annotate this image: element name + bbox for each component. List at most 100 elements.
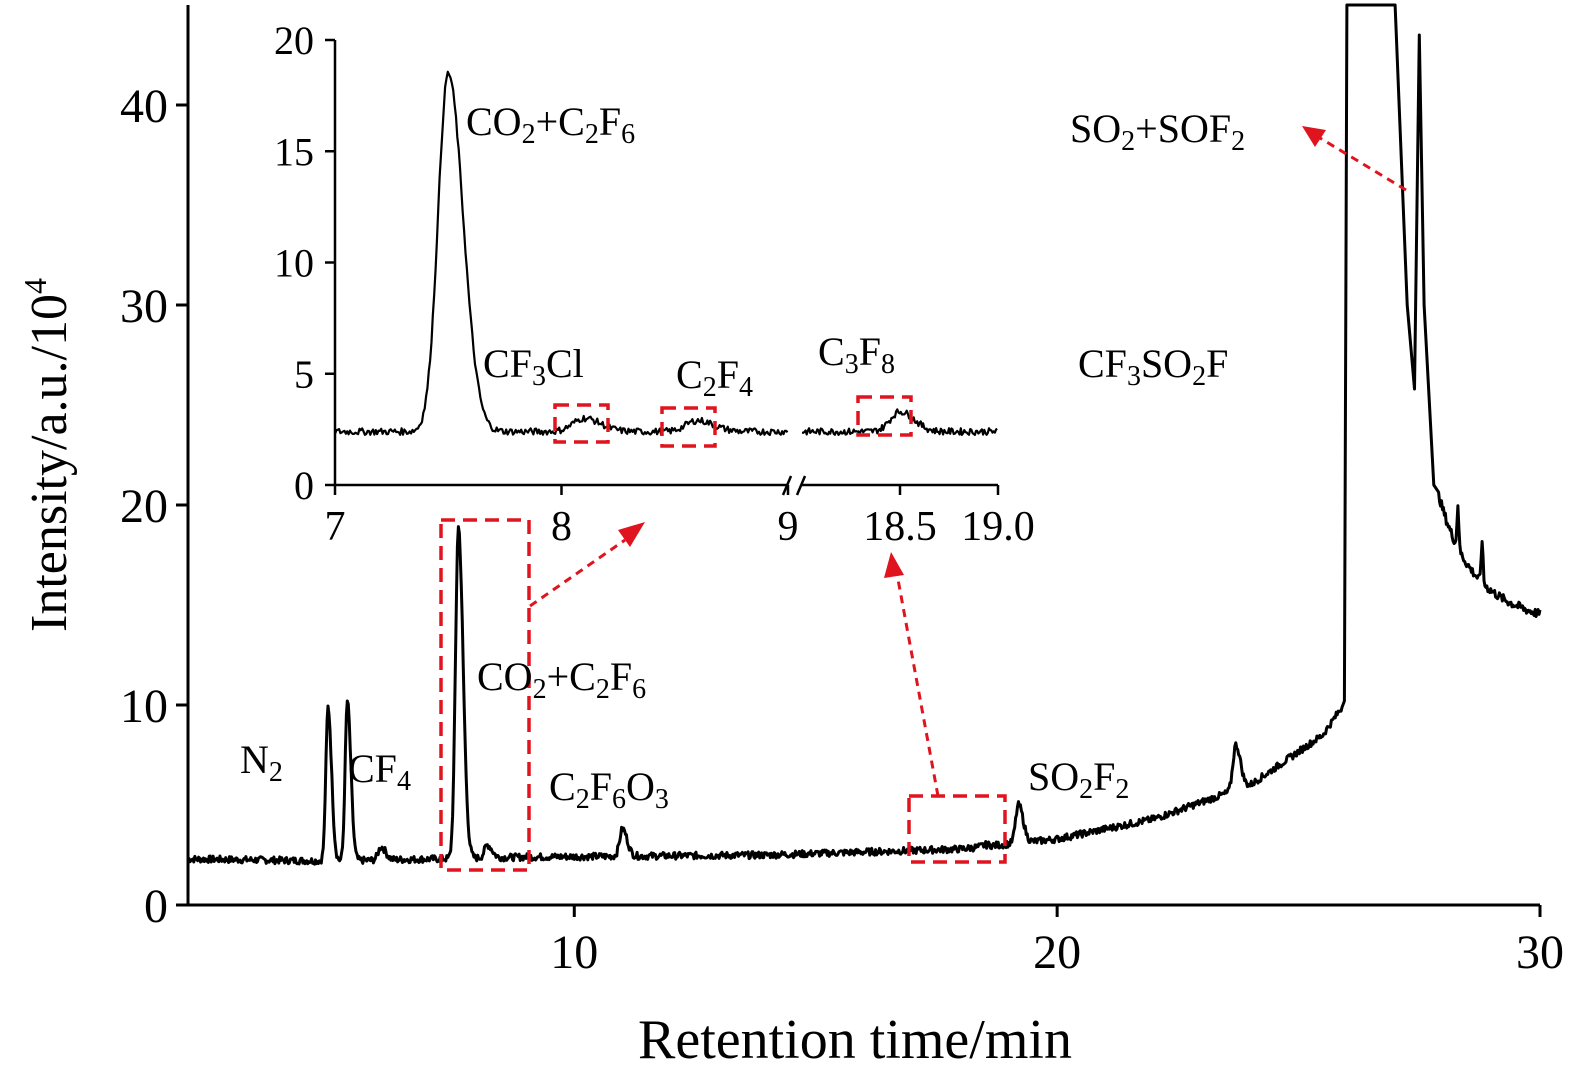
highlight-box-c3f8-region <box>907 794 1007 864</box>
label-n2: N2 <box>240 737 283 788</box>
label-co2-c2f6-p3: F <box>610 654 632 699</box>
arrow-head-inset-right <box>884 552 904 578</box>
inset-label-c3f8-s2: 8 <box>881 349 895 380</box>
main-peak-labels: N2 CF4 CO2+C2F6 C2F6O3 SO2F2 CF3SO2F SO2… <box>240 106 1245 815</box>
label-so2-sof2-p1: SO <box>1070 106 1121 151</box>
label-c2f6o3-p1: C <box>549 764 576 809</box>
inset-label-c2f4-s2: 4 <box>739 372 753 403</box>
inset-box-c2f4 <box>660 406 717 448</box>
inset-x-tick-label: 9 <box>778 504 799 550</box>
arrow-head-so2-label <box>1302 126 1326 147</box>
label-so2f2-s2: 2 <box>1115 774 1129 805</box>
x-axis-title: Retention time/min <box>638 1009 1072 1071</box>
label-co2-c2f6-s3: 6 <box>632 674 646 705</box>
inset-label-co2-c2f6-p1: CO <box>466 99 522 144</box>
y-axis-title-base: Intensity/a.u./10 <box>21 294 78 632</box>
inset-label-c2f4-p1: C <box>676 352 703 397</box>
inset-x-tick-label: 7 <box>325 504 346 550</box>
label-cf4-main: CF <box>348 746 397 791</box>
y-axis-title: Intensity/a.u./104 <box>17 278 78 632</box>
label-c2f6o3-s1: 2 <box>576 784 590 815</box>
label-co2-c2f6-s2: 2 <box>596 674 610 705</box>
inset-ticks: 0 5 10 15 20 7 8 9 18.5 19.0 <box>274 18 1035 550</box>
main-highlights <box>439 126 1407 872</box>
inset-label-c3f8-p1: C <box>818 329 845 374</box>
label-cf3so2f-p3: F <box>1206 341 1228 386</box>
inset-label-c3f8: C3F8 <box>818 329 895 380</box>
label-so2f2-p2: F <box>1093 754 1115 799</box>
label-cf3so2f-s2: 2 <box>1192 361 1206 392</box>
inset-y-tick-label: 5 <box>294 352 314 397</box>
x-tick-label: 20 <box>1033 926 1081 979</box>
label-so2f2: SO2F2 <box>1028 754 1129 805</box>
highlight-box-co2-region <box>439 518 531 872</box>
label-co2-c2f6-s1: 2 <box>533 674 547 705</box>
inset-label-cf3cl-p2: Cl <box>546 341 584 386</box>
arrow-to-inset-left <box>529 538 626 608</box>
label-cf3so2f-p1: CF <box>1078 341 1127 386</box>
inset-label-co2-c2f6-s1: 2 <box>522 119 536 150</box>
label-cf4: CF4 <box>348 746 411 797</box>
inset-label-co2-c2f6-p3: F <box>599 99 621 144</box>
inset-label-co2-c2f6-p2: +C <box>536 99 585 144</box>
y-tick-label: 0 <box>144 880 168 933</box>
label-so2f2-p1: SO <box>1028 754 1079 799</box>
inset-y-tick-label: 20 <box>274 18 314 63</box>
label-so2-sof2-s2: 2 <box>1231 126 1245 157</box>
inset-label-cf3cl-s1: 3 <box>532 361 546 392</box>
y-tick-label: 40 <box>120 80 168 133</box>
label-cf3so2f-s1: 3 <box>1127 361 1141 392</box>
x-tick-label: 30 <box>1516 926 1564 979</box>
inset-x-tick-label: 19.0 <box>961 504 1035 550</box>
label-c2f6o3: C2F6O3 <box>549 764 669 815</box>
inset-label-co2-c2f6-s2: 2 <box>585 119 599 150</box>
arrow-head-inset-left <box>618 522 645 547</box>
label-co2-c2f6-p1: CO <box>477 654 533 699</box>
inset-label-c3f8-s1: 3 <box>845 349 859 380</box>
inset-y-tick-label: 15 <box>274 129 314 174</box>
label-c2f6o3-p2: F <box>590 764 612 809</box>
inset-x-tick-label: 8 <box>551 504 572 550</box>
label-so2-sof2-s1: 2 <box>1121 126 1135 157</box>
main-axes <box>186 5 1540 907</box>
main-chromatogram-trace <box>187 3 1542 866</box>
inset-box-c3f8 <box>856 395 913 437</box>
inset-label-c2f4: C2F4 <box>676 352 753 403</box>
inset-label-cf3cl-p1: CF <box>483 341 532 386</box>
inset-box-cf3cl <box>553 403 610 444</box>
inset-x-tick-label: 18.5 <box>863 504 937 550</box>
label-co2-c2f6: CO2+C2F6 <box>477 654 646 705</box>
label-c2f6o3-s3: 3 <box>655 784 669 815</box>
inset-y-tick-label: 10 <box>274 241 314 286</box>
inset-y-tick-label: 0 <box>294 463 314 508</box>
inset-label-cf3cl: CF3Cl <box>483 341 584 392</box>
inset-label-c2f4-p2: F <box>717 352 739 397</box>
inset-label-c2f4-s1: 2 <box>703 372 717 403</box>
label-c2f6o3-p3: O <box>626 764 655 809</box>
label-so2-sof2-p2: +SOF <box>1135 106 1231 151</box>
label-so2f2-s1: 2 <box>1079 774 1093 805</box>
label-cf3so2f-p2: SO <box>1141 341 1192 386</box>
inset-label-co2-c2f6-s3: 6 <box>621 119 635 150</box>
label-n2-main: N <box>240 737 269 782</box>
y-tick-label: 10 <box>120 680 168 733</box>
label-cf4-sub: 4 <box>397 766 411 797</box>
x-tick-label: 10 <box>550 926 598 979</box>
inset-label-c3f8-p2: F <box>859 329 881 374</box>
inset-axis-break-2 <box>795 475 807 496</box>
label-co2-c2f6-p2: +C <box>547 654 596 699</box>
arrow-to-inset-right <box>895 573 940 797</box>
inset-trace-right <box>801 408 998 436</box>
label-n2-sub: 2 <box>269 757 283 788</box>
label-c2f6o3-s2: 6 <box>612 784 626 815</box>
label-cf3so2f: CF3SO2F <box>1078 341 1228 392</box>
arrow-to-so2-label <box>1319 136 1407 192</box>
y-tick-label: 20 <box>120 480 168 533</box>
label-so2-sof2: SO2+SOF2 <box>1070 106 1245 157</box>
y-tick-label: 30 <box>120 280 168 333</box>
inset-trace-left <box>333 70 789 436</box>
inset-label-co2-c2f6: CO2+C2F6 <box>466 99 635 150</box>
